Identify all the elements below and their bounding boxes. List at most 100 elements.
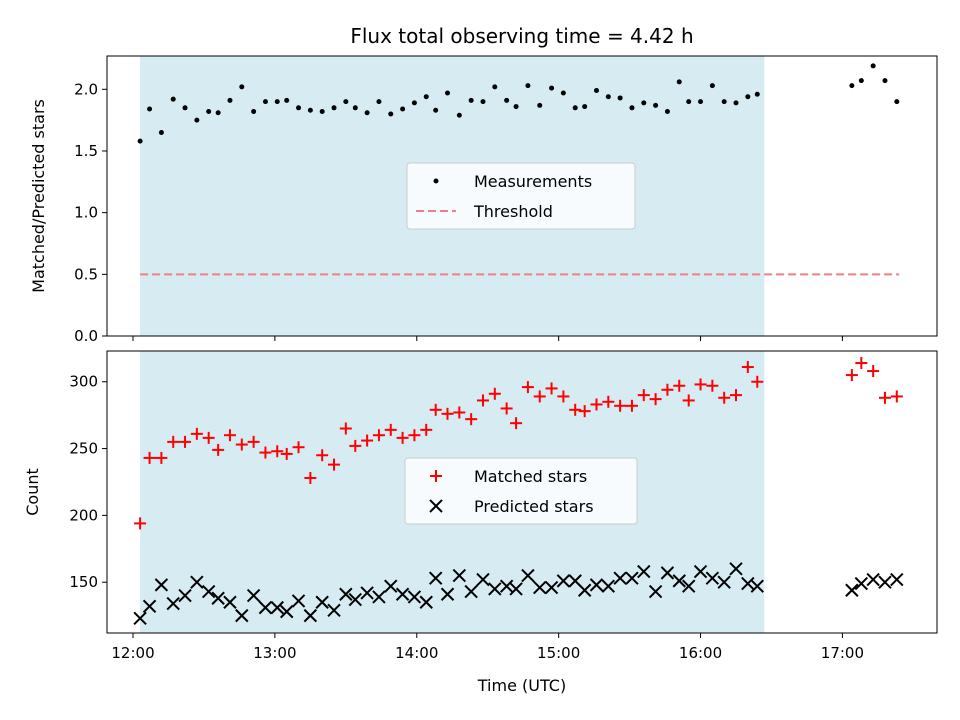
legend-label-predicted: Predicted stars bbox=[474, 497, 594, 516]
predicted-star-point bbox=[556, 574, 571, 588]
measurement-point bbox=[388, 111, 394, 117]
predicted-star-point bbox=[544, 580, 559, 595]
plot-frame-top bbox=[106, 55, 938, 337]
predicted-star-point bbox=[648, 584, 663, 599]
measurement-point bbox=[331, 105, 337, 111]
measurement-point bbox=[572, 105, 578, 111]
matched-star-point bbox=[649, 393, 662, 406]
matched-star-point bbox=[510, 417, 523, 430]
measurement-point bbox=[504, 97, 510, 103]
predicted-star-point bbox=[589, 578, 604, 592]
measurement-point bbox=[733, 100, 739, 106]
predicted-star-point bbox=[142, 599, 157, 613]
y-tick-label: 1.0 bbox=[74, 204, 98, 222]
measurement-point bbox=[400, 106, 406, 112]
x-ticks-top bbox=[132, 336, 843, 341]
predicted-star-point bbox=[741, 576, 755, 591]
matched-star-point bbox=[661, 383, 674, 396]
measurement-point bbox=[182, 105, 188, 111]
measurement-point bbox=[560, 90, 566, 96]
predicted-star-point bbox=[464, 584, 478, 599]
measurement-point bbox=[882, 78, 888, 84]
predicted-star-point bbox=[625, 571, 639, 585]
matched-star-point bbox=[500, 402, 513, 415]
predicted-star-point bbox=[133, 611, 147, 626]
matched-star-point bbox=[202, 431, 215, 444]
measurement-point bbox=[343, 99, 349, 105]
matched-star-point bbox=[384, 423, 397, 436]
matched-star-point bbox=[328, 458, 341, 471]
predicted-star-point bbox=[246, 588, 261, 603]
predicted-star-point bbox=[866, 572, 880, 587]
matched-star-point bbox=[396, 431, 409, 444]
matched-star-point bbox=[339, 422, 352, 435]
y-tick-label: 250 bbox=[69, 440, 98, 458]
measurement-point bbox=[686, 99, 692, 105]
matched-star-point bbox=[408, 429, 421, 442]
predicted-star-point bbox=[303, 608, 318, 623]
predicted-star-point bbox=[613, 571, 627, 585]
legend-label-measurements: Measurements bbox=[474, 172, 592, 191]
y-axis-label-bottom: Count bbox=[23, 468, 42, 516]
predicted-star-point bbox=[854, 576, 869, 591]
measurement-point bbox=[307, 107, 313, 113]
predicted-star-point bbox=[348, 592, 362, 607]
y-axis-label-top: Matched/Predicted stars bbox=[29, 99, 48, 293]
predicted-star-point bbox=[488, 582, 502, 596]
matched-star-point bbox=[292, 441, 305, 454]
measurement-point bbox=[617, 95, 623, 101]
matched-star-point bbox=[682, 394, 695, 407]
matched-star-point bbox=[694, 378, 707, 391]
predicted-star-point bbox=[509, 582, 523, 596]
measurement-point bbox=[492, 84, 498, 90]
matched-star-point bbox=[590, 398, 603, 411]
y-tick-label: 300 bbox=[69, 373, 98, 391]
y-ticks-top: 0.0 0.5 1.0 1.5 2.0 bbox=[74, 80, 107, 345]
measurement-point bbox=[870, 63, 876, 69]
measurement-point bbox=[849, 83, 855, 89]
predicted-star-point bbox=[601, 579, 616, 593]
measurement-point bbox=[296, 105, 302, 111]
predicted-star-point bbox=[395, 587, 410, 601]
predicted-star-point bbox=[372, 590, 386, 604]
y-tick-label: 150 bbox=[69, 573, 98, 591]
measurement-point bbox=[593, 88, 599, 94]
measurement-point bbox=[709, 83, 715, 89]
predicted-star-point bbox=[452, 568, 467, 583]
x-tick-label: 16:00 bbox=[679, 644, 722, 662]
measurement-point bbox=[641, 100, 647, 106]
measurement-point bbox=[858, 78, 864, 84]
measurement-point bbox=[274, 99, 280, 105]
measurement-point bbox=[411, 100, 417, 106]
predicted-star-point bbox=[270, 600, 284, 615]
y-tick-label: 0.5 bbox=[74, 265, 98, 283]
predicted-star-point bbox=[178, 588, 192, 603]
measurement-point bbox=[158, 129, 164, 135]
matched-star-point bbox=[280, 447, 293, 460]
predicted-stars-points bbox=[133, 562, 904, 626]
matched-star-point bbox=[361, 434, 374, 447]
predicted-star-point bbox=[339, 587, 353, 601]
measurement-point bbox=[605, 94, 611, 100]
legend-label-matched: Matched stars bbox=[474, 467, 587, 486]
matched-star-point bbox=[420, 423, 433, 436]
measurement-point bbox=[549, 85, 555, 91]
y-tick-label: 200 bbox=[69, 506, 98, 524]
matched-star-point bbox=[316, 449, 329, 462]
matched-star-point bbox=[625, 399, 638, 412]
matched-star-point bbox=[578, 405, 591, 418]
predicted-star-point bbox=[521, 568, 535, 583]
plot-frame-bottom bbox=[106, 350, 938, 634]
measurement-point bbox=[423, 94, 429, 100]
matched-star-point bbox=[878, 391, 891, 404]
y-tick-label: 0.0 bbox=[74, 327, 98, 345]
matched-star-point bbox=[429, 403, 442, 416]
measurement-point bbox=[251, 109, 257, 115]
measurement-point bbox=[206, 109, 212, 115]
measurement-point bbox=[468, 97, 474, 103]
matched-star-point bbox=[223, 429, 236, 442]
measurement-point bbox=[352, 105, 358, 111]
predicted-star-point bbox=[166, 596, 180, 611]
measurement-point bbox=[376, 99, 382, 105]
